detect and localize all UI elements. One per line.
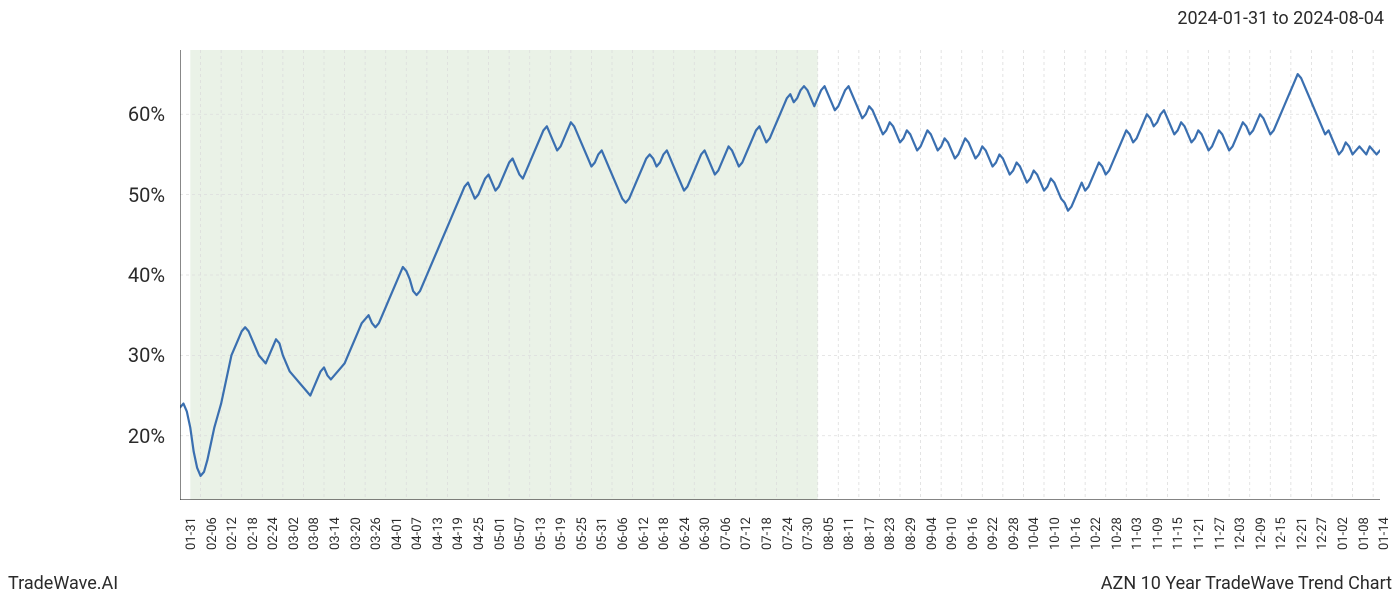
brand-label: TradeWave.AI [8, 573, 118, 594]
x-tick-label: 10-10 [1048, 517, 1063, 550]
x-tick-label: 07-24 [781, 517, 796, 550]
chart-title: AZN 10 Year TradeWave Trend Chart [1101, 573, 1392, 594]
x-tick-label: 06-24 [678, 517, 693, 550]
x-tick-label: 11-15 [1171, 517, 1186, 550]
x-tick-label: 04-25 [472, 517, 487, 550]
x-tick-label: 10-04 [1027, 517, 1042, 550]
x-tick-label: 12-21 [1295, 517, 1310, 550]
x-tick-label: 07-30 [801, 517, 816, 550]
chart-plot-area [180, 50, 1380, 500]
x-tick-label: 09-28 [1007, 517, 1022, 550]
x-tick-label: 09-22 [986, 517, 1001, 550]
x-tick-label: 09-04 [925, 517, 940, 550]
x-tick-label: 12-09 [1254, 517, 1269, 550]
chart-svg [180, 50, 1380, 500]
x-tick-label: 01-08 [1357, 517, 1372, 550]
x-tick-label: 02-24 [266, 517, 281, 550]
x-tick-label: 07-12 [739, 517, 754, 550]
x-tick-label: 02-06 [205, 517, 220, 550]
x-tick-label: 10-22 [1089, 517, 1104, 550]
y-tick-label: 60% [128, 102, 165, 126]
x-tick-label: 08-23 [883, 517, 898, 550]
x-tick-label: 06-30 [698, 517, 713, 550]
date-range-header: 2024-01-31 to 2024-08-04 [1177, 8, 1384, 29]
x-tick-label: 01-02 [1336, 517, 1351, 550]
x-tick-label: 10-16 [1069, 517, 1084, 550]
x-tick-label: 05-01 [493, 517, 508, 550]
x-tick-label: 03-20 [349, 517, 364, 550]
x-tick-label: 05-07 [513, 517, 528, 550]
x-tick-label: 01-31 [184, 517, 199, 550]
x-tick-label: 03-26 [369, 517, 384, 550]
x-tick-label: 02-12 [225, 517, 240, 550]
x-tick-label: 11-27 [1213, 517, 1228, 550]
x-tick-label: 06-06 [616, 517, 631, 550]
x-tick-label: 08-17 [863, 517, 878, 550]
x-tick-label: 03-02 [287, 517, 302, 550]
x-tick-label: 05-13 [534, 517, 549, 550]
x-tick-label: 04-01 [390, 517, 405, 550]
x-tick-label: 09-16 [966, 517, 981, 550]
x-tick-label: 11-09 [1151, 517, 1166, 550]
x-tick-label: 10-28 [1110, 517, 1125, 550]
x-tick-label: 04-19 [451, 517, 466, 550]
x-tick-label: 06-18 [657, 517, 672, 550]
y-tick-label: 50% [128, 183, 165, 207]
y-tick-label: 30% [128, 343, 165, 367]
x-tick-label: 07-06 [719, 517, 734, 550]
x-tick-label: 05-31 [595, 517, 610, 550]
x-tick-label: 11-03 [1130, 517, 1145, 550]
x-tick-label: 08-29 [904, 517, 919, 550]
x-tick-label: 08-11 [842, 517, 857, 550]
x-tick-label: 05-25 [575, 517, 590, 550]
y-tick-label: 20% [128, 424, 165, 448]
x-tick-label: 01-14 [1377, 517, 1392, 550]
x-tick-label: 02-18 [246, 517, 261, 550]
x-tick-label: 12-15 [1274, 517, 1289, 550]
x-tick-label: 12-03 [1233, 517, 1248, 550]
y-axis: 20% 30% 40% 50% 60% [0, 50, 175, 500]
x-tick-label: 03-14 [328, 517, 343, 550]
y-tick-label: 40% [128, 263, 165, 287]
x-tick-label: 03-08 [307, 517, 322, 550]
x-axis: 01-31 02-06 02-12 02-18 02-24 03-02 03-08 03-14… [180, 502, 1380, 572]
x-tick-label: 05-19 [554, 517, 569, 550]
x-tick-label: 06-12 [637, 517, 652, 550]
x-tick-label: 04-07 [410, 517, 425, 550]
x-tick-label: 09-10 [945, 517, 960, 550]
x-tick-label: 12-27 [1315, 517, 1330, 550]
x-tick-label: 07-18 [760, 517, 775, 550]
x-tick-label: 11-21 [1192, 517, 1207, 550]
x-tick-label: 04-13 [431, 517, 446, 550]
x-tick-label: 08-05 [822, 517, 837, 550]
